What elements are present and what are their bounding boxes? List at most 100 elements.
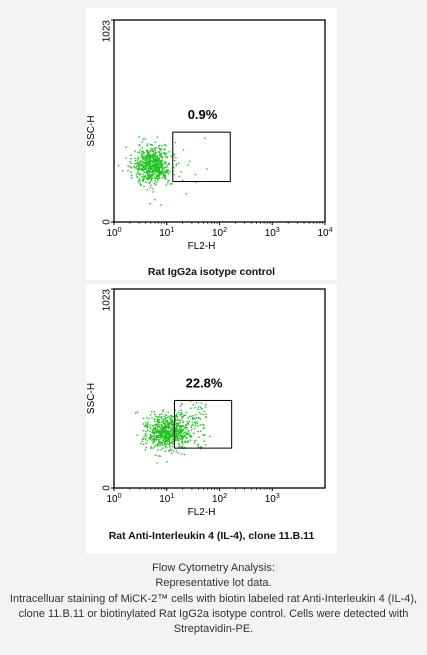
event-point — [143, 151, 145, 154]
caption-line-1: Flow Cytometry Analysis: — [152, 562, 275, 574]
event-point — [161, 166, 163, 168]
event-point — [174, 414, 176, 417]
event-point — [164, 450, 166, 452]
event-point — [166, 442, 169, 445]
event-point — [134, 162, 136, 165]
event-point — [183, 453, 185, 456]
event-point — [154, 155, 157, 158]
event-point — [160, 161, 163, 164]
event-point — [181, 428, 184, 430]
event-point — [195, 439, 197, 441]
event-point — [171, 445, 174, 448]
event-point — [146, 166, 148, 168]
event-point — [158, 171, 161, 173]
event-point — [156, 438, 159, 440]
event-point — [175, 414, 178, 417]
event-point — [160, 172, 162, 175]
event-point — [162, 163, 164, 166]
event-point — [154, 199, 156, 201]
event-point — [149, 203, 151, 205]
event-point — [175, 165, 177, 167]
event-point — [130, 177, 133, 179]
gate-point — [179, 405, 182, 407]
event-point — [155, 166, 157, 168]
event-point — [186, 441, 189, 443]
event-point — [158, 419, 160, 421]
event-point — [145, 438, 147, 440]
gate-point — [202, 423, 204, 426]
gate-point — [191, 421, 194, 424]
event-point — [147, 170, 149, 172]
event-point — [194, 423, 197, 425]
event-point — [158, 161, 160, 164]
event-point — [130, 162, 132, 165]
event-point — [130, 167, 132, 169]
gate-point — [198, 436, 200, 438]
event-point — [157, 151, 159, 153]
event-point — [149, 157, 152, 159]
gate-point — [195, 402, 198, 404]
event-point — [185, 193, 187, 195]
gate-point — [185, 411, 187, 414]
event-point — [159, 148, 161, 150]
event-point — [168, 434, 170, 436]
x-tick-exponent: 1 — [170, 227, 174, 234]
event-point — [147, 160, 149, 162]
event-point — [156, 423, 159, 426]
event-point — [166, 152, 168, 155]
event-point — [155, 170, 157, 172]
gate-point — [198, 411, 201, 414]
event-point — [154, 429, 156, 431]
event-point — [152, 148, 154, 150]
event-point — [158, 174, 160, 176]
event-point — [170, 437, 172, 439]
event-point — [164, 422, 166, 425]
flow-plot-anti-il4: 22.8% 100 101 102 103 0 1023 FL2-H SSC-H Rat Ant… — [86, 284, 337, 554]
gate-point — [191, 417, 194, 419]
event-point — [149, 169, 151, 172]
event-point — [159, 423, 161, 425]
event-point — [137, 165, 140, 167]
event-point — [193, 432, 195, 435]
event-point — [164, 176, 166, 178]
event-point — [145, 177, 148, 179]
event-point — [163, 415, 165, 417]
event-point — [154, 147, 156, 150]
event-point — [171, 449, 173, 451]
event-point — [164, 166, 166, 168]
event-point — [152, 435, 154, 437]
event-point — [135, 160, 137, 162]
event-point — [146, 189, 149, 191]
event-point — [125, 157, 127, 159]
event-point — [173, 166, 175, 169]
event-point — [174, 427, 176, 429]
gate-percentage-label: 0.9% — [188, 107, 218, 122]
event-point — [150, 436, 153, 439]
event-point — [151, 411, 153, 413]
event-point — [175, 413, 178, 416]
event-point — [156, 167, 159, 170]
event-point — [147, 151, 149, 154]
x-tick-label: 100 — [106, 227, 121, 239]
event-point — [136, 176, 139, 179]
event-point — [138, 136, 140, 138]
event-point — [150, 178, 153, 180]
event-point — [154, 167, 156, 169]
gate-point — [196, 423, 199, 425]
event-point — [160, 165, 162, 167]
event-point — [165, 427, 167, 430]
gate-point — [180, 446, 182, 448]
event-point — [164, 162, 166, 165]
event-point — [162, 427, 165, 430]
event-point — [142, 151, 144, 153]
event-point — [172, 450, 175, 452]
event-point — [159, 163, 161, 165]
event-point — [150, 148, 152, 150]
event-point — [148, 164, 150, 166]
event-point — [179, 438, 182, 441]
event-point — [182, 415, 184, 418]
event-point — [137, 159, 139, 161]
event-point — [167, 411, 169, 413]
event-point — [159, 174, 161, 176]
gate-point — [203, 434, 205, 436]
